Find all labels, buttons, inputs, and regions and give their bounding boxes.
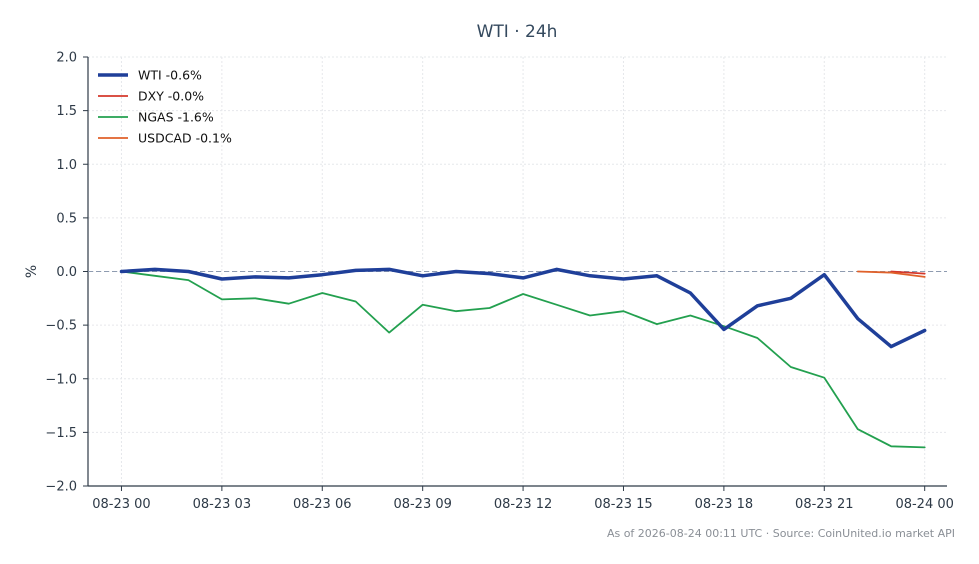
- x-tick-label: 08-23 00: [92, 497, 150, 512]
- y-tick-label: 1.0: [56, 158, 77, 173]
- x-tick-label: 08-24 00: [895, 497, 953, 512]
- y-tick-label: −2.0: [45, 480, 77, 495]
- legend-label-wti: WTI -0.6%: [138, 68, 202, 83]
- x-tick-label: 08-23 06: [293, 497, 351, 512]
- series-line-dxy: [890, 270, 926, 275]
- series-line-wti: [119, 267, 927, 349]
- chart-title: WTI · 24h: [477, 22, 558, 42]
- legend-label-dxy: DXY -0.0%: [138, 89, 204, 104]
- y-axis-label: %: [24, 265, 40, 278]
- y-tick-label: 1.5: [56, 104, 77, 119]
- footer-source: As of 2026-08-24 00:11 UTC · Source: Coi…: [607, 527, 955, 540]
- y-tick-label: −1.5: [45, 426, 77, 441]
- x-tick-label: 08-23 03: [193, 497, 251, 512]
- legend: WTI -0.6% DXY -0.0% NGAS -1.6% USDCAD -0.1%: [98, 68, 232, 146]
- x-tick-label: 08-23 15: [594, 497, 652, 512]
- legend-label-ngas: NGAS -1.6%: [138, 110, 214, 125]
- x-tick-label: 08-23 12: [494, 497, 552, 512]
- y-tick-label: 2.0: [56, 51, 77, 66]
- series-line-usdcad: [856, 270, 926, 278]
- x-tick-label: 08-23 09: [393, 497, 451, 512]
- x-tick-label: 08-23 18: [695, 497, 753, 512]
- y-tick-label: −0.5: [45, 319, 77, 334]
- y-tick-label: 0.0: [56, 265, 77, 280]
- series-line-ngas: [120, 270, 926, 449]
- x-tick-label: 08-23 21: [795, 497, 853, 512]
- y-tick-label: −1.0: [45, 372, 77, 387]
- legend-label-usdcad: USDCAD -0.1%: [138, 131, 232, 146]
- y-tick-label: 0.5: [56, 211, 77, 226]
